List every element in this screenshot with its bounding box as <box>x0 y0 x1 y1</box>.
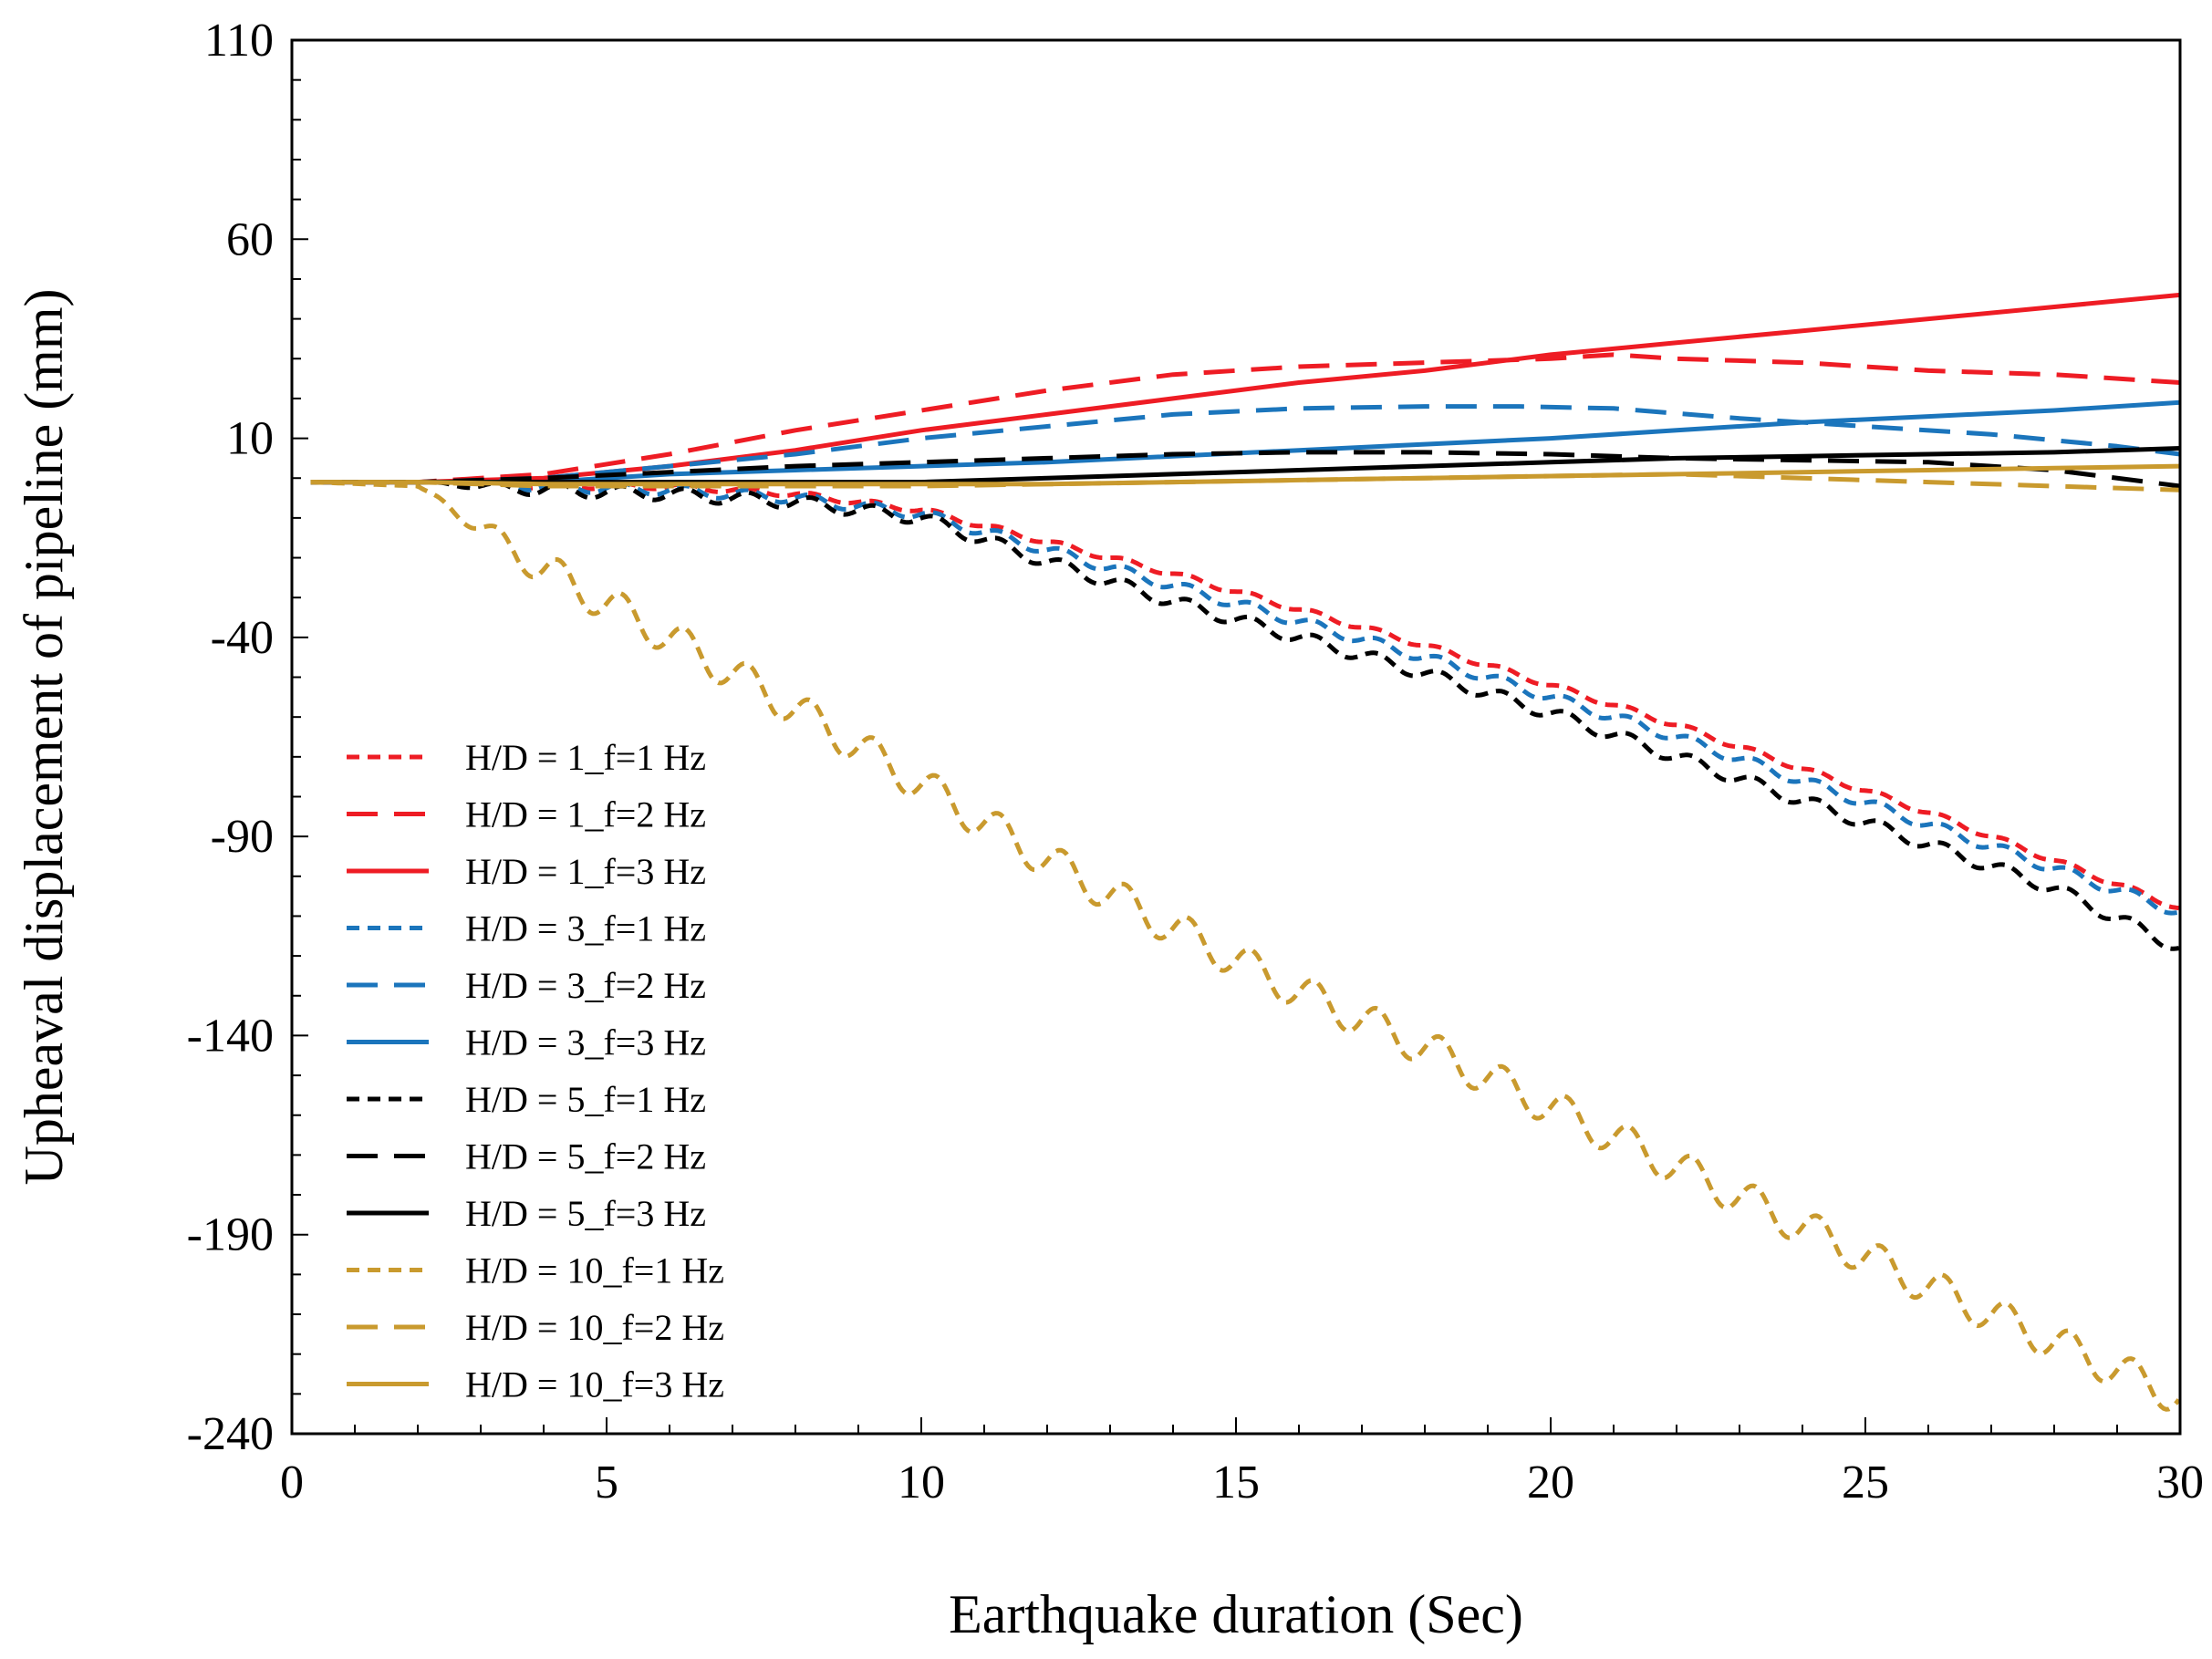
series-layer <box>310 292 2181 1412</box>
series-line-1 <box>310 480 2179 911</box>
y-tick-label: 60 <box>226 213 274 265</box>
x-tick-label: 30 <box>2156 1457 2204 1509</box>
legend-label: H/D = 5_f=2 Hz <box>465 1136 706 1177</box>
y-tick-label: -140 <box>187 1010 274 1062</box>
legend-label: H/D = 3_f=2 Hz <box>465 965 706 1006</box>
legend-label: H/D = 5_f=3 Hz <box>465 1193 706 1234</box>
legend-label: H/D = 1_f=1 Hz <box>465 737 706 778</box>
x-tick-label: 5 <box>595 1457 618 1509</box>
legend-label: H/D = 1_f=2 Hz <box>465 794 706 835</box>
legend-label: H/D = 10_f=3 Hz <box>465 1364 724 1405</box>
axes-layer: 0 5 10 15 20 25 30 110 60 10 -40 -90 -140 -190 -240 <box>187 15 2204 1509</box>
legend-label: H/D = 10_f=2 Hz <box>465 1307 724 1348</box>
series-line-10 <box>310 480 2181 1412</box>
y-tick-label: 110 <box>204 15 274 67</box>
legend-label: H/D = 1_f=3 Hz <box>465 851 706 892</box>
x-tick-label: 20 <box>1527 1457 1574 1509</box>
y-axis-title: Upheaval displacement of pipeline (mm) <box>14 289 74 1186</box>
legend-label: H/D = 3_f=3 Hz <box>465 1022 706 1063</box>
series-line-2 <box>310 352 2181 485</box>
x-tick-label: 15 <box>1212 1457 1260 1509</box>
x-tick-label: 10 <box>898 1457 945 1509</box>
legend: H/D = 1_f=1 Hz H/D = 1_f=2 Hz H/D = 1_f=3 … <box>347 737 724 1405</box>
x-tick-label: 25 <box>1842 1457 1889 1509</box>
y-tick-label: -40 <box>211 612 274 664</box>
series-line-4 <box>310 479 2179 916</box>
series-line-8 <box>310 450 2181 489</box>
y-tick-label: -240 <box>187 1408 274 1460</box>
legend-label: H/D = 3_f=1 Hz <box>465 908 706 949</box>
legend-label: H/D = 10_f=1 Hz <box>465 1250 724 1291</box>
y-tick-label: -90 <box>211 811 274 863</box>
x-tick-label: 0 <box>280 1457 304 1509</box>
y-tick-label: -190 <box>187 1209 274 1261</box>
series-line-12 <box>310 463 2181 487</box>
x-axis-title: Earthquake duration (Sec) <box>949 1584 1523 1644</box>
legend-label: H/D = 5_f=1 Hz <box>465 1079 706 1120</box>
y-tick-label: 10 <box>226 413 274 465</box>
